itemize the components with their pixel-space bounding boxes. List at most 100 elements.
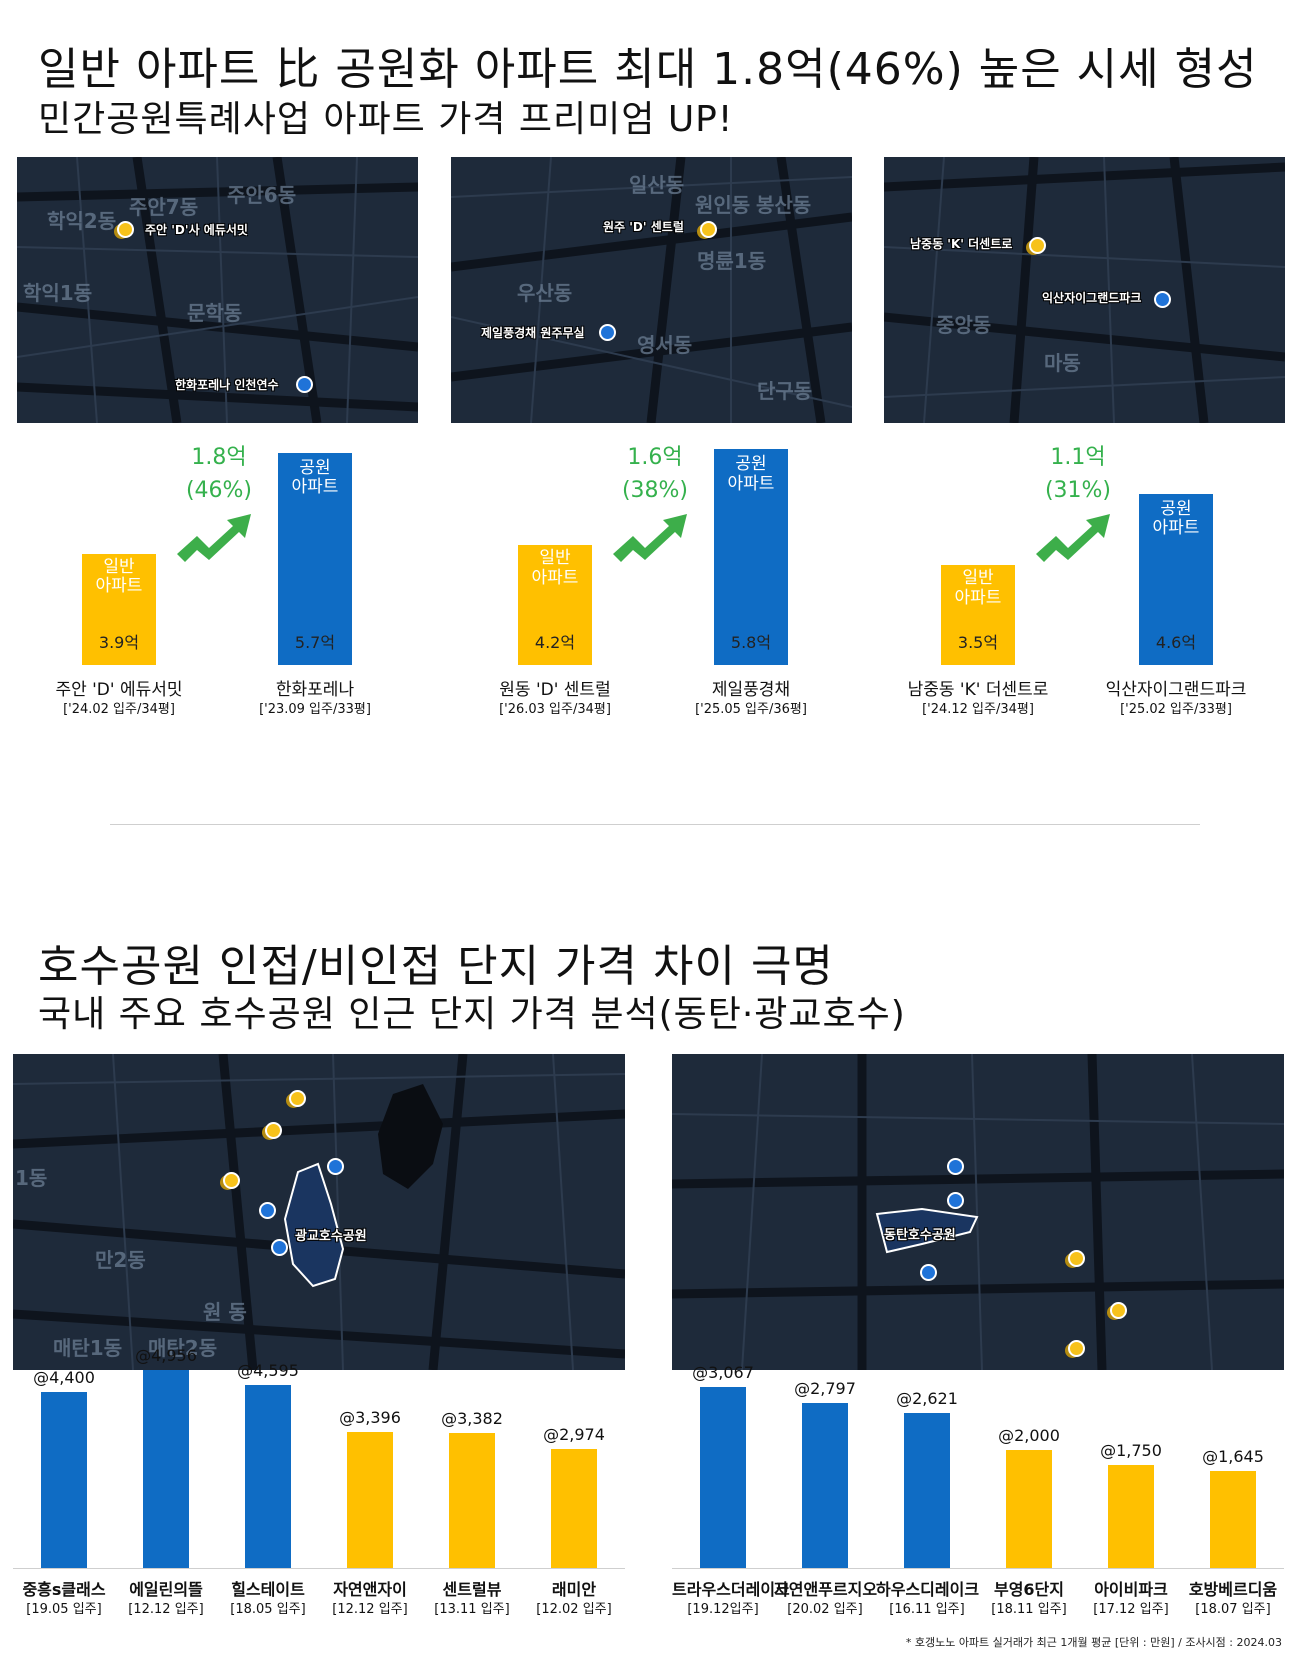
price-bar <box>802 1402 848 1568</box>
district-label: 주안6동 <box>227 183 297 207</box>
bar-value-label: @4,956 <box>135 1346 197 1366</box>
section2-subtitle: 국내 주요 호수공원 인근 단지 가격 분석(동탄·광교호수) <box>38 994 906 1035</box>
page-subtitle: 민간공원특례사업 아파트 가격 프리미엄 UP! <box>38 99 734 140</box>
x-tick-label: 자연앤푸르지오 <box>774 1580 878 1599</box>
bar-category-label: 공원 아파트 <box>291 457 339 498</box>
map-label: 제일풍경채 원주무실 <box>481 326 585 340</box>
map-roads <box>672 1054 1284 1370</box>
apt-name: 남중동 'K' 더센트로 <box>907 680 1049 700</box>
map-incheon: 학익2동 주안7동 주안6동 학익1동 문학동 주안 'D'사 에듀서밋 한화포… <box>17 157 418 423</box>
map-roads <box>451 157 852 423</box>
map-label: 주안 'D'사 에듀서밋 <box>145 223 248 237</box>
bar-value-label: @2,621 <box>896 1389 958 1409</box>
bar-value-label: @1,750 <box>1100 1440 1162 1460</box>
x-tick-sublabel: [18.07 입주] <box>1195 1602 1271 1617</box>
footnote: * 호갱노노 아파트 실거래가 최근 1개월 평균 [단위 : 만원] / 조사… <box>905 1636 1282 1649</box>
price-diff-label: 1.1억 <box>1050 445 1106 470</box>
map-dongtan: 동탄호수공원 <box>672 1054 1284 1370</box>
x-tick-label: 트라우스더레이크 <box>672 1580 790 1599</box>
park-apt-bar: 공원 아파트 5.8억 <box>714 449 788 665</box>
apt-sub: ['26.03 입주/34평] <box>499 702 611 717</box>
x-tick-sublabel: [12.02 입주] <box>536 1602 612 1617</box>
bar-value-label: @3,382 <box>441 1409 503 1429</box>
x-tick-sublabel: [12.12 입주] <box>128 1602 204 1617</box>
bar-value-label: @4,595 <box>237 1360 299 1380</box>
park-boundary <box>875 1207 979 1254</box>
map-roads <box>884 157 1285 423</box>
price-diff-pct-label: (38%) <box>621 478 689 503</box>
x-tick-label: 중흥s클래스 <box>22 1580 106 1599</box>
price-bar <box>1210 1470 1256 1568</box>
price-bar <box>551 1449 597 1568</box>
district-label: 마동 <box>1044 351 1081 375</box>
price-diff-pct-label: (46%) <box>185 478 253 503</box>
map-label: 한화포레나 인천연수 <box>175 378 279 392</box>
district-label: 원 동 <box>203 1300 247 1324</box>
map-roads <box>13 1054 625 1370</box>
up-trend-arrow-icon <box>613 514 687 562</box>
x-tick-sublabel: [16.11 입주] <box>889 1602 965 1617</box>
park-label: 동탄호수공원 <box>884 1228 956 1243</box>
district-label: 원인동 <box>695 193 751 217</box>
apt-name: 제일풍경채 <box>711 680 791 700</box>
x-tick-sublabel: [18.11 입주] <box>991 1602 1067 1617</box>
district-label: 우산동 <box>517 281 573 305</box>
general-apt-marker <box>1029 237 1046 254</box>
general-apt-bar: 일반 아파트 3.9억 <box>82 553 156 665</box>
price-diff-label: 1.6억 <box>627 445 683 470</box>
bar-value-label: 5.7억 <box>294 632 336 652</box>
page-title: 일반 아파트 比 공원화 아파트 최대 1.8억(46%) 높은 시세 형성 <box>38 44 1258 95</box>
price-diff-pct-label: (31%) <box>1044 478 1112 503</box>
park-apt-marker <box>1154 291 1171 308</box>
x-tick-sublabel: [19.12입주] <box>687 1602 759 1617</box>
general-apt-marker <box>1068 1340 1085 1357</box>
district-label: 만2동 <box>95 1248 146 1272</box>
bar-value-label: 5.8억 <box>730 632 772 652</box>
general-apt-marker <box>1068 1250 1085 1267</box>
general-apt-marker <box>289 1090 306 1107</box>
apt-name: 원동 'D' 센트럴 <box>499 680 611 700</box>
district-label: 단구동 <box>757 379 813 403</box>
x-tick-label: 아이비파크 <box>1094 1580 1168 1599</box>
x-axis-line <box>672 1568 1284 1569</box>
price-bar <box>904 1413 950 1568</box>
bar-value-label: @1,645 <box>1202 1446 1264 1466</box>
bar-value-label: @3,067 <box>692 1363 754 1383</box>
district-label: 중앙동 <box>936 313 992 337</box>
district-label: 학익1동 <box>23 281 93 305</box>
x-tick-label: 힐스테이트 <box>231 1580 305 1599</box>
park-apt-marker <box>920 1264 937 1281</box>
price-bar <box>245 1384 291 1568</box>
park-apt-bar: 공원 아파트 5.7억 <box>278 452 352 665</box>
x-tick-label: 에일린의뜰 <box>129 1580 203 1599</box>
price-bar <box>41 1392 87 1568</box>
bar-category-label: 일반 아파트 <box>954 568 1002 608</box>
apt-name: 주안 'D' 에듀서밋 <box>55 680 183 700</box>
x-tick-label: 래미안 <box>551 1580 597 1599</box>
general-apt-marker <box>223 1172 240 1189</box>
park-apt-marker <box>947 1192 964 1209</box>
park-label: 광교호수공원 <box>295 1229 367 1244</box>
bar-value-label: @2,000 <box>998 1426 1060 1445</box>
x-tick-label: 자연앤자이 <box>333 1580 407 1599</box>
section2-title: 호수공원 인접/비인접 단지 가격 차이 극명 <box>38 941 834 992</box>
price-bar <box>1006 1450 1052 1568</box>
park-apt-marker <box>296 376 313 393</box>
bar-value-label: 4.2억 <box>534 632 576 652</box>
general-apt-bar: 일반 아파트 4.2억 <box>518 545 592 665</box>
bar-value-label: 4.6억 <box>1155 632 1197 652</box>
park-boundary <box>283 1162 345 1288</box>
map-label: 남중동 'K' 더센트로 <box>910 237 1013 251</box>
apt-sub: ['23.09 입주/33평] <box>259 702 371 717</box>
apt-sub: ['24.02 입주/34평] <box>63 702 175 717</box>
up-trend-arrow-icon <box>177 514 251 562</box>
bar-value-label: @3,396 <box>339 1408 401 1428</box>
x-tick-label: 하우스디레이크 <box>876 1580 980 1599</box>
bar-value-label: 3.9억 <box>98 632 140 652</box>
district-label: 1동 <box>15 1166 48 1190</box>
apt-name: 익산자이그랜드파크 <box>1105 680 1247 700</box>
district-label: 영서동 <box>637 333 693 357</box>
map-wonju: 일산동 원인동 봉산동 우산동 명륜1동 영서동 단구동 원주 'D' 센트럴 … <box>451 157 852 423</box>
park-apt-marker <box>271 1239 288 1256</box>
map-iksan: 중앙동 마동 남중동 'K' 더센트로 익산자이그랜드파크 <box>884 157 1285 423</box>
